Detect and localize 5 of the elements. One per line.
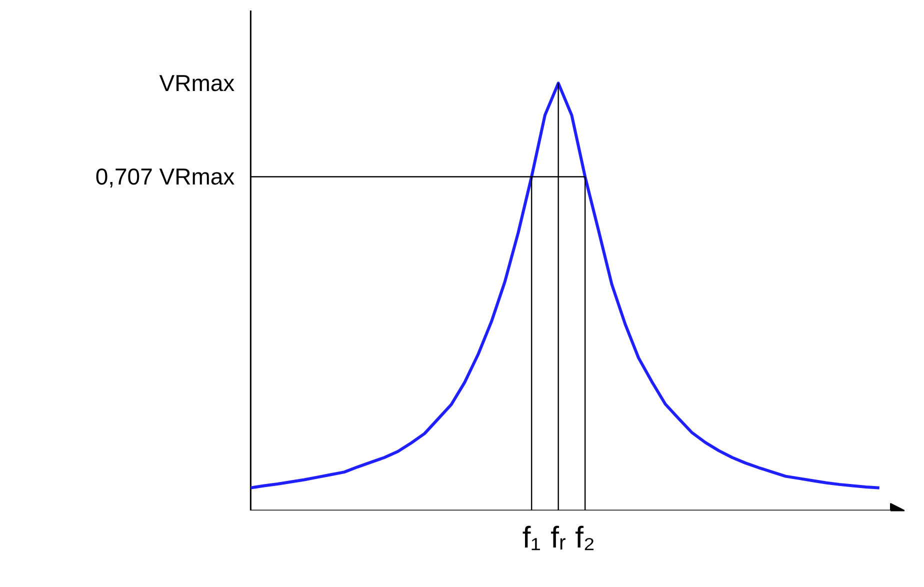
x-tick-label: fᵣ (550, 522, 566, 554)
x-tick-label: f₁ (522, 522, 541, 554)
x-tick-label: f₂ (575, 522, 596, 554)
text: VRmax (159, 70, 236, 96)
ref-line-label: 0,707 VRmax (95, 164, 236, 190)
